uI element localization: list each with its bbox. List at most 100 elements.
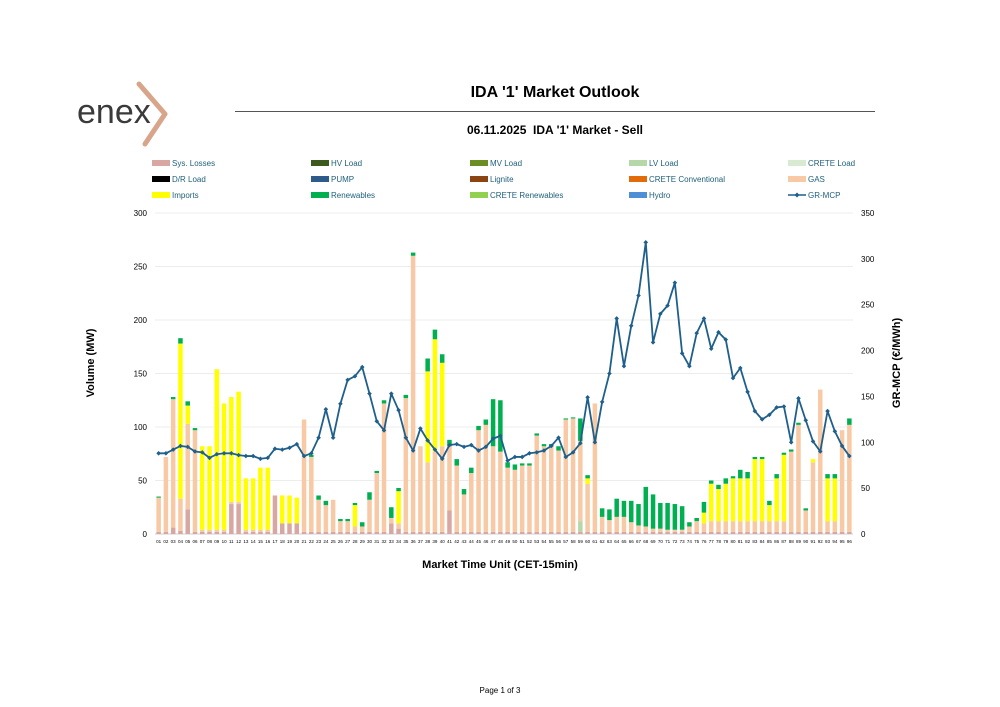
- bar-segment: [650, 528, 656, 532]
- mcp-point: [418, 426, 423, 431]
- bar-segment: [519, 531, 525, 534]
- bar-segment: [534, 435, 539, 532]
- bar-segment: [832, 474, 838, 479]
- mcp-point: [272, 446, 278, 452]
- bar-segment: [650, 494, 656, 529]
- bar-segment: [679, 529, 685, 532]
- bar-segment: [599, 508, 605, 517]
- legend-label: Imports: [172, 191, 199, 200]
- mcp-point: [839, 443, 845, 449]
- stacked-bars: [156, 252, 852, 534]
- x-tick-label: 18: [280, 539, 286, 544]
- x-tick-label: 56: [556, 539, 562, 544]
- legend-label: PUMP: [331, 175, 354, 184]
- x-tick-label: 90: [803, 539, 809, 544]
- bar-segment: [832, 478, 838, 522]
- bar-segment: [745, 521, 750, 532]
- bar-segment: [345, 519, 350, 522]
- x-tick-label: 71: [665, 539, 671, 544]
- x-tick-label: 89: [796, 539, 802, 544]
- mcp-point: [774, 405, 779, 410]
- x-tick-label: 01: [156, 539, 162, 544]
- bar-segment: [650, 531, 656, 534]
- bar-segment: [345, 521, 350, 532]
- bar-segment: [243, 531, 249, 534]
- bar-segment: [796, 422, 801, 425]
- bar-segment: [410, 255, 416, 532]
- x-tick-label: 15: [258, 539, 264, 544]
- bar-segment: [810, 459, 816, 463]
- mcp-line-path: [158, 241, 851, 462]
- bar-segment: [156, 496, 161, 498]
- bar-segment: [338, 531, 343, 534]
- chart-subtitle: 06.11.2025 IDA '1' Market - Sell: [466, 123, 644, 137]
- bar-segment: [323, 500, 329, 506]
- legend-swatch-CRETE Renewables: [470, 192, 488, 198]
- bar-segment: [810, 462, 816, 532]
- x-tick-label: 34: [396, 539, 402, 544]
- x-tick-label: 65: [621, 539, 627, 544]
- bar-segment: [636, 525, 641, 532]
- bar-segment: [323, 505, 329, 532]
- x-tick-label: 46: [483, 539, 489, 544]
- mcp-point: [396, 407, 401, 413]
- x-tick-label: 41: [447, 539, 453, 544]
- mcp-point: [309, 450, 314, 456]
- bar-segment: [607, 520, 612, 532]
- bar-segment: [439, 531, 445, 534]
- bar-segment: [250, 478, 256, 530]
- x-tick-label: 69: [651, 539, 657, 544]
- bar-segment: [469, 531, 474, 534]
- bar-segment: [294, 497, 300, 524]
- bar-segment: [214, 531, 220, 534]
- page-title: IDA '1' Market Outlook: [470, 84, 640, 101]
- mcp-point: [708, 346, 714, 352]
- legend-label: MV Load: [490, 159, 522, 168]
- bar-segment: [229, 397, 234, 502]
- legend-label: GAS: [808, 175, 825, 184]
- x-tick-label: 72: [672, 539, 678, 544]
- bar-segment: [723, 521, 729, 532]
- bar-segment: [403, 394, 409, 399]
- bar-segment: [599, 516, 605, 532]
- bar-segment: [432, 451, 438, 532]
- mcp-point: [432, 447, 438, 452]
- x-tick-label: 43: [462, 539, 468, 544]
- bar-segment: [621, 531, 627, 534]
- bar-segment: [701, 501, 707, 513]
- bar-segment: [221, 529, 227, 532]
- y-tick-label: 150: [134, 370, 148, 379]
- y-tick-label: 200: [134, 316, 148, 325]
- bar-segment: [389, 517, 394, 524]
- x-tick-label: 80: [731, 539, 737, 544]
- legend-label: GR-MCP: [808, 191, 840, 200]
- bar-segment: [229, 501, 234, 505]
- bar-segment: [585, 478, 590, 484]
- legend-label: Lignite: [490, 175, 514, 184]
- bar-segment: [352, 526, 358, 532]
- x-tick-label: 04: [178, 539, 184, 544]
- bar-segment: [396, 523, 401, 529]
- bar-segment: [665, 529, 670, 532]
- mcp-point: [810, 439, 816, 444]
- bar-segment: [432, 531, 438, 534]
- mcp-point: [461, 444, 467, 450]
- x-tick-label: 60: [585, 539, 591, 544]
- bar-segment: [607, 531, 612, 534]
- y-tick-label: 50: [138, 477, 147, 486]
- bar-segment: [243, 478, 249, 530]
- bar-segment: [665, 531, 670, 534]
- x-tick-label: 40: [440, 539, 446, 544]
- x-tick-label: 32: [382, 539, 388, 544]
- bar-segment: [701, 531, 707, 534]
- bar-segment: [505, 467, 510, 532]
- bar-segment: [716, 484, 721, 490]
- bar-segment: [730, 478, 736, 522]
- bar-segment: [374, 473, 380, 532]
- legend-swatch-Imports: [152, 192, 170, 198]
- page-footer: Page 1 of 3: [479, 686, 521, 695]
- x-tick-label: 79: [723, 539, 729, 544]
- mcp-point: [258, 456, 263, 462]
- mcp-point: [250, 453, 256, 459]
- x-tick-label: 86: [774, 539, 780, 544]
